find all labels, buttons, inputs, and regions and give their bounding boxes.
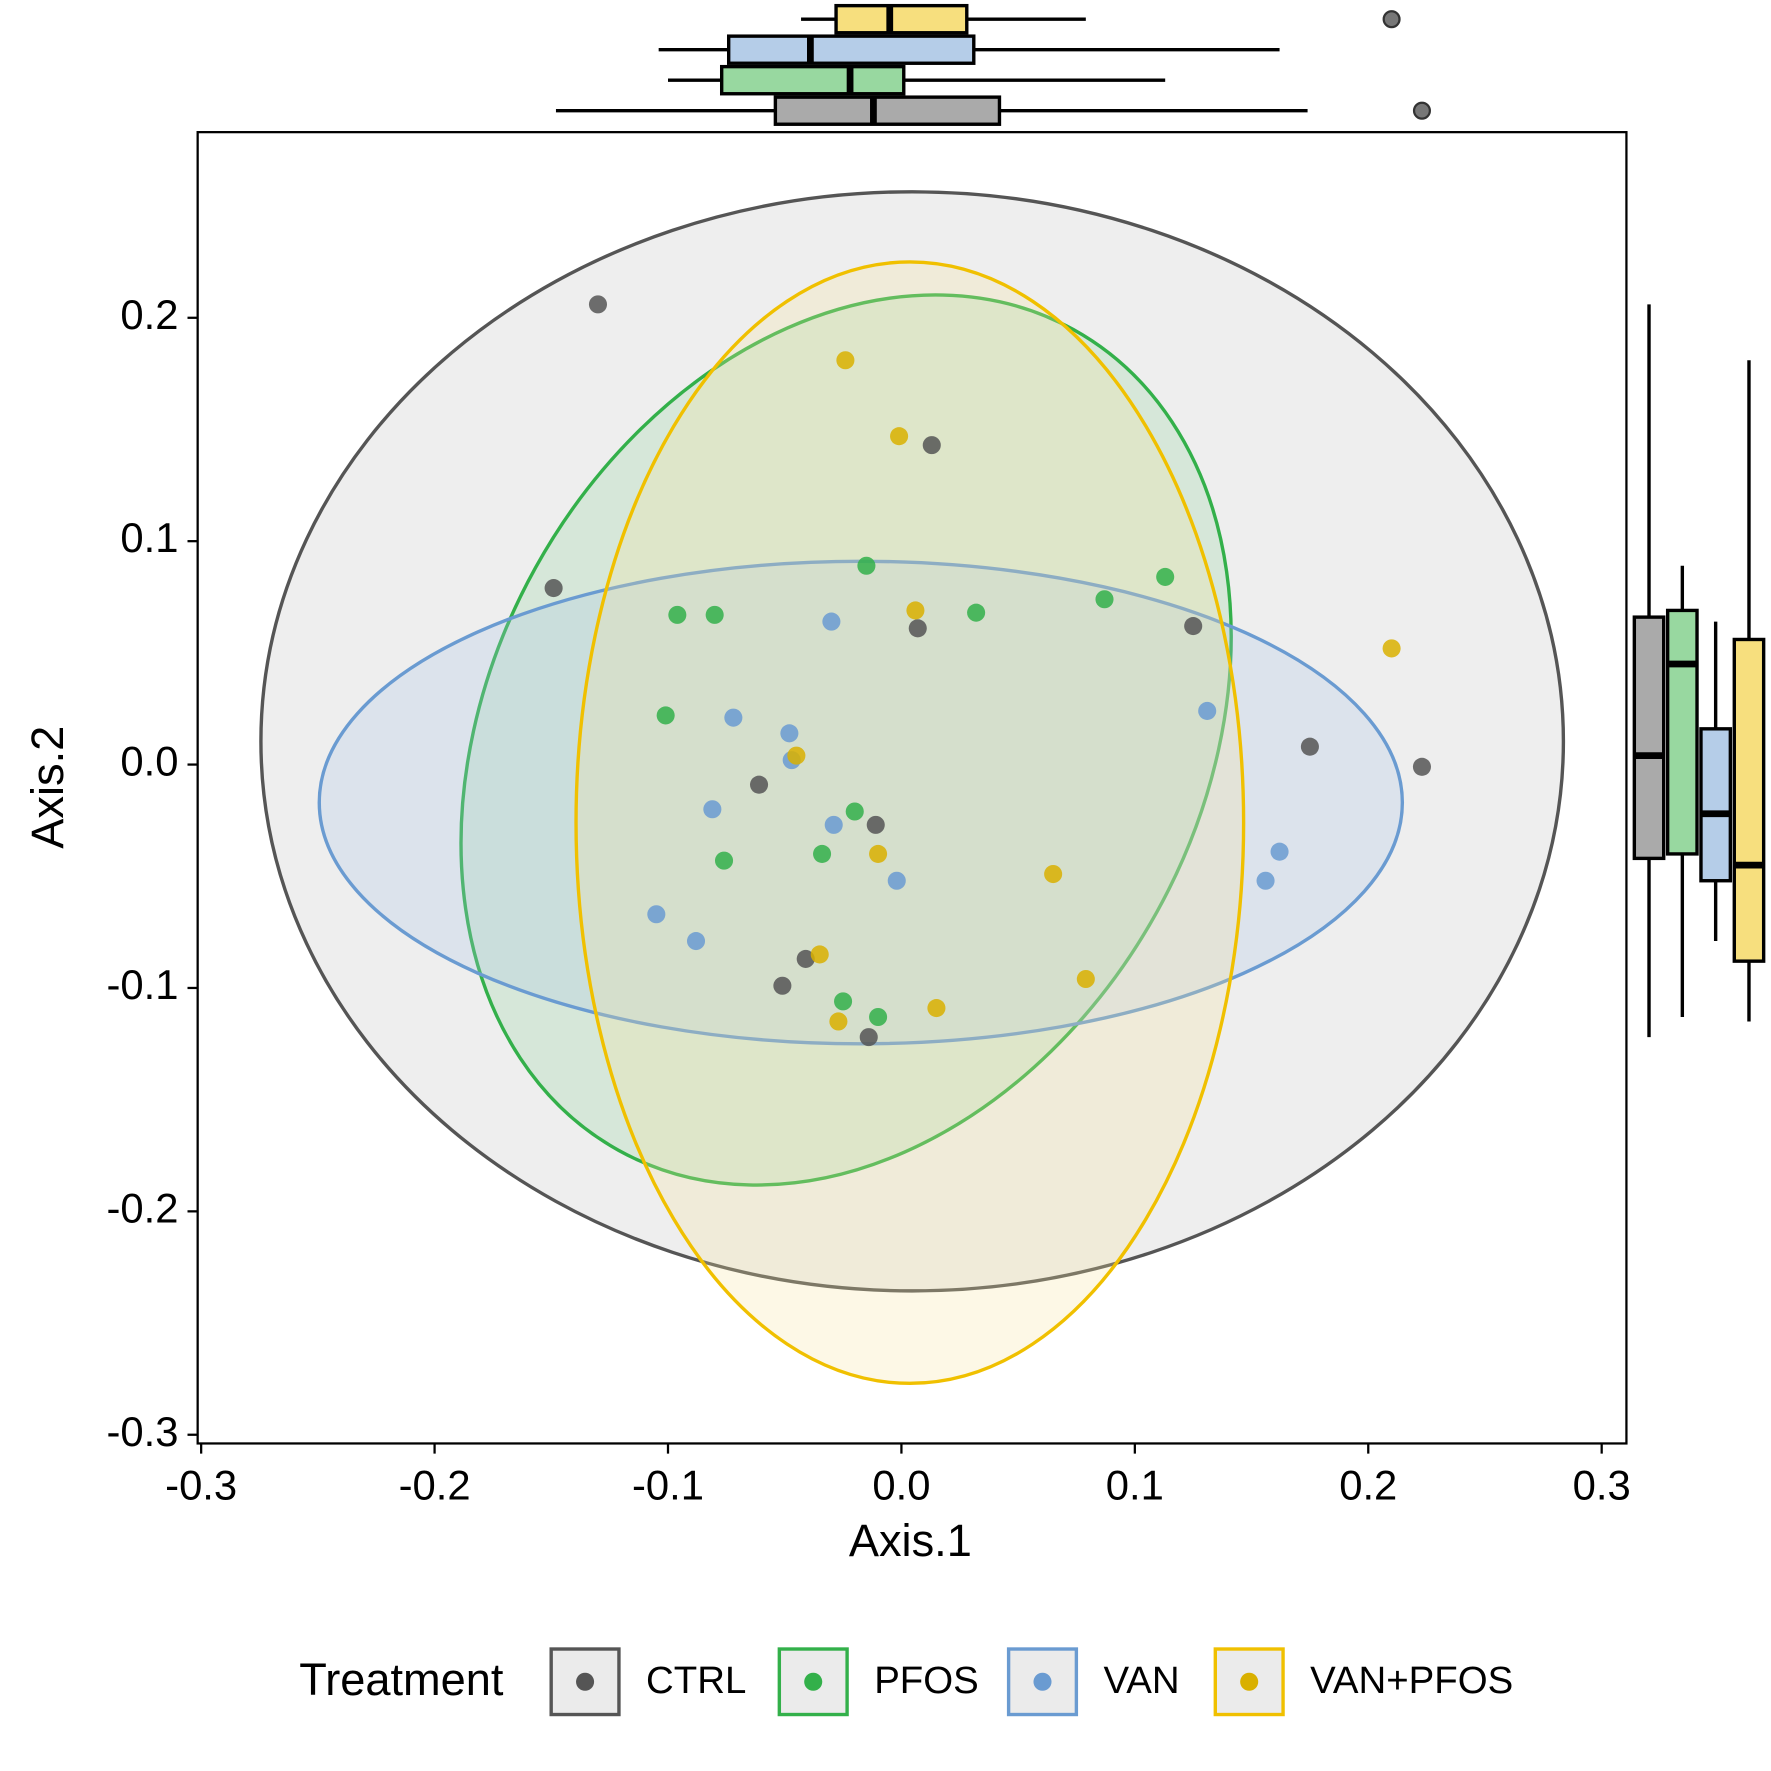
box [726,34,976,65]
point [906,601,925,620]
point [887,871,906,890]
point [1095,590,1114,609]
point [787,746,806,765]
x-tick-label: -0.3 [165,1462,237,1509]
x-axis-label: Axis.1 [849,1515,972,1566]
box [834,3,969,35]
legend-label: VAN [1103,1659,1179,1702]
legend-label: PFOS [874,1659,979,1702]
legend-label: VAN+PFOS [1310,1659,1513,1702]
point [724,708,743,727]
x-tick-label: 0.3 [1573,1462,1631,1509]
point [588,295,608,314]
box [773,95,1002,126]
point [686,932,706,951]
y-tick-label: -0.2 [106,1184,178,1231]
x-tick-label: -0.1 [632,1462,704,1509]
point [834,992,853,1011]
x-tick-label: 0.2 [1339,1462,1397,1509]
y-tick-label: 0.2 [120,291,178,338]
point [1300,737,1319,756]
point [857,556,876,575]
point [1270,842,1289,861]
legend-dot [1033,1672,1052,1691]
point [705,605,724,624]
y-tick-label: 0.0 [120,738,178,785]
point [1156,567,1175,586]
point [866,815,885,834]
point [1256,871,1275,890]
box [719,64,906,96]
outlier [1412,101,1431,120]
legend-item: VAN+PFOS [1213,1647,1513,1717]
point [1184,617,1203,636]
point [749,775,769,794]
point [780,724,799,743]
outlier [1382,10,1401,29]
legend-key [1006,1647,1079,1717]
confidence-ellipse [259,190,1566,1293]
plot-panel [196,131,1628,1445]
point [714,851,734,870]
point [822,612,841,631]
point [824,815,843,834]
legend-item: PFOS [777,1647,979,1717]
point [810,945,829,964]
legend-label: CTRL [646,1659,746,1702]
y-axis-label: Axis.2 [22,726,73,849]
point [1382,639,1401,658]
point [773,976,792,995]
point [869,1007,888,1027]
box [1665,608,1699,856]
confidence-ellipse [459,293,1233,1187]
point [927,999,946,1018]
point [668,605,687,624]
point [1076,969,1095,989]
y-tick-label: 0.1 [120,514,178,561]
box [1632,615,1666,861]
y-tick-label: -0.3 [106,1408,178,1455]
point [967,603,986,622]
point [859,1028,878,1047]
legend-item: VAN [1006,1647,1180,1717]
point [796,949,815,968]
point [922,436,941,455]
x-tick-label: -0.2 [399,1462,471,1509]
point [829,1012,848,1031]
legend-title: Treatment [299,1654,504,1705]
legend-dot [804,1672,823,1691]
legend-dot [576,1672,595,1691]
point [836,351,855,370]
point [703,800,722,819]
x-tick-label: 0.1 [1106,1462,1164,1509]
point [890,427,909,446]
y-tick-label: -0.1 [106,961,178,1008]
point [813,844,832,863]
point [656,706,675,725]
point [845,802,864,821]
x-tick-label: 0.0 [872,1462,930,1509]
box [1699,727,1733,883]
confidence-ellipse [574,260,1246,1386]
box [1732,637,1766,963]
point [1044,864,1063,884]
point [1412,757,1431,776]
legend-item: CTRL [549,1647,746,1717]
point [544,579,563,598]
point [1198,701,1217,720]
point [647,905,666,924]
point [908,619,927,638]
legend-dot [1240,1672,1259,1691]
point [869,844,888,863]
